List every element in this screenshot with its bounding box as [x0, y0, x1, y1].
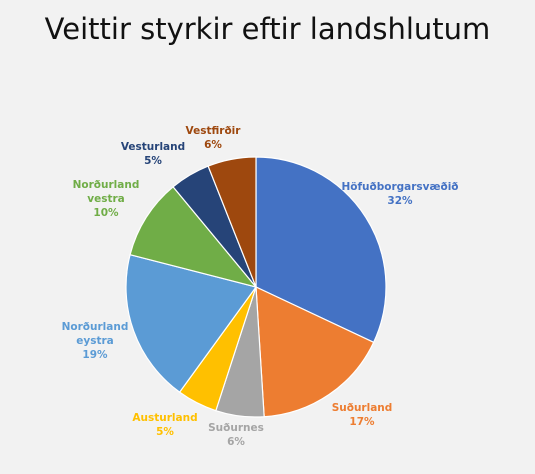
pie-slice-8 [207, 156, 257, 288]
slice-label-7: Vesturland 5% [121, 141, 185, 167]
slice-label-1: Höfuðborgarsvæðið 32% [341, 181, 458, 207]
pie-slice-2 [255, 286, 375, 418]
slice-label-2: Suðurland 17% [332, 402, 393, 428]
slice-label-6: Norðurland vestra 10% [73, 179, 140, 219]
pie-slice-6 [129, 185, 258, 289]
pie-slice-5 [125, 253, 258, 394]
slice-label-3: Suðurnes 6% [208, 422, 264, 448]
slice-label-8: Vestfirðir 6% [186, 125, 242, 151]
pie-slice-1 [255, 156, 387, 344]
slice-label-4: Austurland 5% [132, 412, 197, 438]
slice-label-5: Norðurland eystra 19% [62, 321, 129, 361]
chart-title: Veittir styrkir eftir landshlutum [44, 12, 491, 46]
